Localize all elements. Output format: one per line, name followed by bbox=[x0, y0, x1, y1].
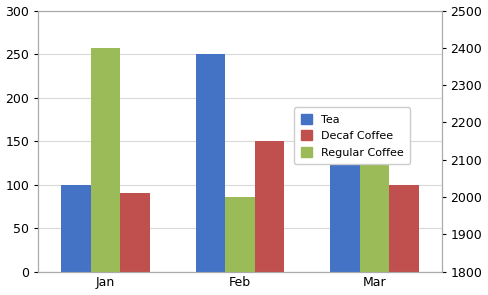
Bar bbox=[196, 54, 225, 272]
Bar bbox=[255, 141, 285, 272]
Legend: Tea, Decaf Coffee, Regular Coffee: Tea, Decaf Coffee, Regular Coffee bbox=[294, 107, 410, 164]
Bar bbox=[360, 132, 389, 295]
Bar bbox=[91, 48, 121, 295]
Bar bbox=[330, 163, 360, 272]
Bar bbox=[225, 197, 255, 295]
Bar bbox=[121, 193, 150, 272]
Bar bbox=[61, 185, 91, 272]
Bar bbox=[389, 185, 419, 272]
